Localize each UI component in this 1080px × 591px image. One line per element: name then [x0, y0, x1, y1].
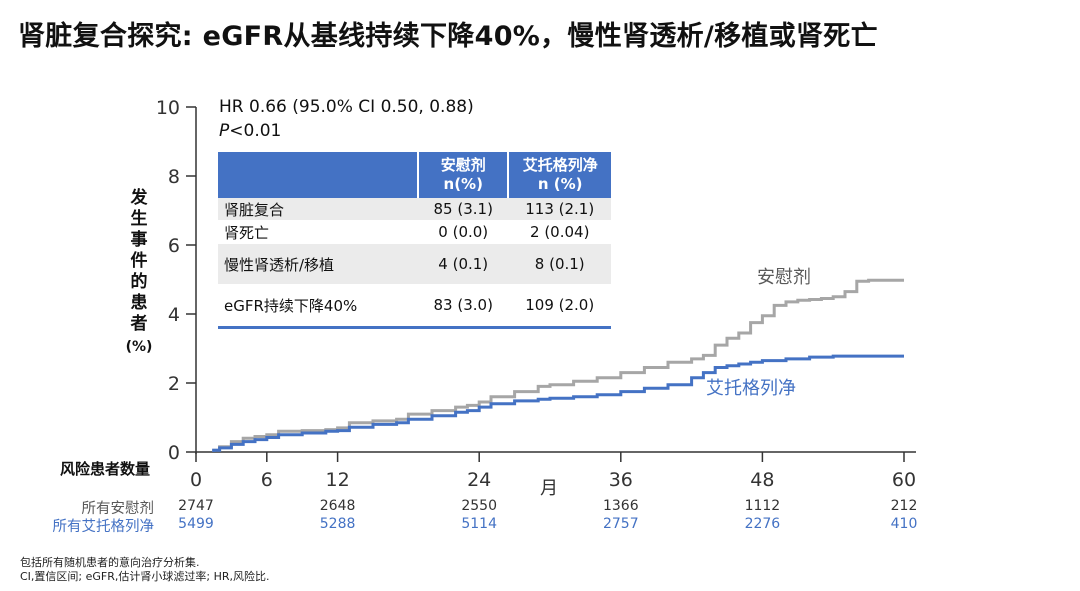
- row-placebo-value: 0 (0.0): [418, 220, 509, 244]
- table-row: eGFR持续下降40% 83 (3.0) 109 (2.0): [218, 284, 611, 329]
- page-title: 肾脏复合探究: eGFR从基线持续下降40%，慢性肾透析/移植或肾死亡: [18, 21, 878, 52]
- y-axis-label: 发 生 事 件 的 患 者 (%): [124, 188, 154, 358]
- at-risk-number-placebo: 2550: [461, 498, 497, 514]
- header-placebo-line2: n(%): [443, 175, 483, 193]
- footnote-line1: 包括所有随机患者的意向治疗分析集.: [20, 556, 200, 569]
- y-axis-label-char: 件: [130, 251, 148, 271]
- row-ertu-value: 113 (2.1): [508, 198, 611, 220]
- series-line-ertu: [212, 354, 904, 452]
- row-ertu-value: 8 (0.1): [508, 244, 611, 284]
- y-tick-label: 4: [168, 304, 180, 326]
- at-risk-number-placebo: 212: [890, 498, 918, 514]
- y-axis-label-char: 发: [130, 188, 148, 208]
- y-axis-label-char: 者: [130, 314, 148, 334]
- at-risk-title: 风险患者数量: [60, 460, 151, 478]
- row-placebo-value: 83 (3.0): [418, 284, 509, 329]
- at-risk-number-ertu: 5114: [461, 516, 497, 532]
- y-axis-label-char: 生: [130, 209, 148, 229]
- row-placebo-value: 85 (3.1): [418, 198, 509, 220]
- at-risk-label-placebo: 所有安慰剂: [81, 501, 155, 517]
- footnote: 包括所有随机患者的意向治疗分析集. CI,置信区间; eGFR,估计肾小球滤过率…: [20, 556, 270, 584]
- events-table: 安慰剂 n(%) 艾托格列净 n (%) 肾脏复合 85 (3.1) 113 (…: [218, 152, 611, 329]
- table-header-ertu: 艾托格列净 n (%): [508, 152, 611, 198]
- table-row: 肾死亡 0 (0.0) 2 (0.04): [218, 220, 611, 244]
- y-tick-label: 2: [168, 373, 180, 395]
- x-tick-label: 6: [261, 469, 273, 491]
- x-tick-label: 60: [892, 469, 916, 491]
- table-row: 慢性肾透析/移植 4 (0.1) 8 (0.1): [218, 244, 611, 284]
- header-ertu-line2: n (%): [537, 175, 583, 193]
- x-axis-label: 月: [540, 478, 558, 499]
- x-tick-label: 24: [467, 469, 491, 491]
- y-tick-label: 8: [168, 166, 180, 188]
- hazard-ratio-block: HR 0.66 (95.0% CI 0.50, 0.88) P<0.01: [219, 95, 474, 143]
- at-risk-number-placebo: 1366: [602, 498, 639, 514]
- row-label: 慢性肾透析/移植: [218, 244, 418, 284]
- row-placebo-value: 4 (0.1): [418, 244, 509, 284]
- at-risk-number-placebo: 2747: [178, 498, 214, 514]
- table-row: 肾脏复合 85 (3.1) 113 (2.1): [218, 198, 611, 220]
- y-tick-label: 10: [156, 97, 180, 119]
- series-line-placebo: [212, 278, 904, 452]
- y-axis-label-char: 事: [130, 230, 148, 250]
- y-axis-label-char: 的: [130, 272, 148, 292]
- series-label-placebo: 安慰剂: [757, 267, 811, 288]
- table-header-blank: [218, 152, 419, 198]
- at-risk-number-ertu: 2276: [744, 516, 781, 532]
- header-placebo-line1: 安慰剂: [440, 156, 486, 174]
- at-risk-number-ertu: 5288: [319, 516, 356, 532]
- p-value-rest: <0.01: [229, 121, 282, 141]
- at-risk-number-placebo: 2648: [319, 498, 356, 514]
- y-tick-label: 0: [168, 442, 180, 464]
- row-ertu-value: 109 (2.0): [508, 284, 611, 329]
- hazard-ratio-text: HR 0.66 (95.0% CI 0.50, 0.88): [219, 97, 474, 117]
- x-tick-label: 0: [190, 469, 202, 491]
- x-tick-label: 36: [609, 469, 633, 491]
- y-axis-unit: (%): [125, 339, 153, 355]
- at-risk-number-ertu: 5499: [178, 516, 214, 532]
- y-axis-label-char: 患: [130, 293, 148, 313]
- row-ertu-value: 2 (0.04): [508, 220, 611, 244]
- y-tick-label: 6: [168, 235, 180, 257]
- at-risk-number-ertu: 2757: [602, 516, 639, 532]
- events-table-header: 安慰剂 n(%) 艾托格列净 n (%): [218, 152, 611, 198]
- row-label: eGFR持续下降40%: [218, 284, 418, 329]
- p-value-text: P<0.01: [219, 119, 474, 143]
- at-risk-number-ertu: 410: [890, 516, 918, 532]
- series-label-ertu: 艾托格列净: [706, 378, 796, 399]
- at-risk-number-placebo: 1112: [744, 498, 781, 514]
- at-risk-label-ertu: 所有艾托格列净: [52, 519, 155, 535]
- table-header-placebo: 安慰剂 n(%): [418, 152, 510, 198]
- p-value-italic: P: [219, 121, 230, 141]
- x-tick-label: 12: [326, 469, 350, 491]
- footnote-line2: CI,置信区间; eGFR,估计肾小球滤过率; HR,风险比.: [20, 570, 270, 583]
- header-ertu-line1: 艾托格列净: [522, 156, 598, 174]
- row-label: 肾死亡: [218, 220, 418, 244]
- row-label: 肾脏复合: [218, 198, 418, 220]
- x-tick-label: 48: [750, 469, 774, 491]
